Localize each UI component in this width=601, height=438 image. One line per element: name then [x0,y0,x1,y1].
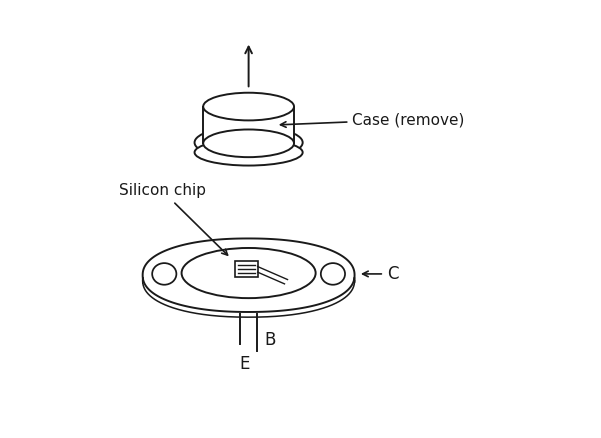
Polygon shape [195,142,303,155]
Text: Silicon chip: Silicon chip [119,184,228,255]
Ellipse shape [195,139,303,166]
Ellipse shape [182,248,316,298]
Text: B: B [264,331,275,349]
Polygon shape [235,261,258,277]
Polygon shape [142,238,355,312]
Text: Case (remove): Case (remove) [281,112,465,127]
Ellipse shape [152,263,176,285]
Ellipse shape [203,93,294,120]
Ellipse shape [321,263,345,285]
Polygon shape [203,106,294,143]
Text: E: E [239,354,249,373]
Ellipse shape [203,130,294,157]
Text: C: C [362,265,398,283]
Ellipse shape [195,126,303,159]
